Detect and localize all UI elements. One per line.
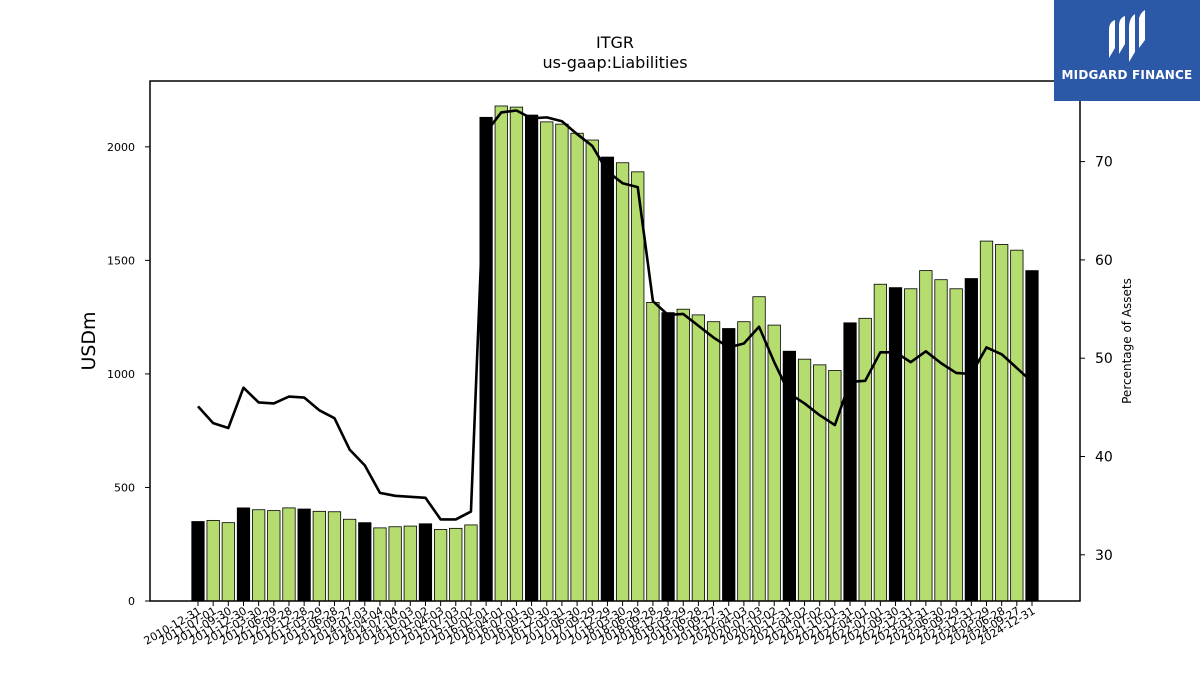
bar-2021-10-01 xyxy=(828,370,842,602)
bar-2024-06-28 xyxy=(995,244,1009,602)
y-axis-label: USDm xyxy=(78,311,100,370)
bar-2018-03-30 xyxy=(615,162,630,602)
y2-tick-label: 70 xyxy=(1095,155,1113,171)
bar-2015-01-02 xyxy=(418,523,433,602)
bar-2014-04-04 xyxy=(373,527,387,602)
midgard-logo-icon xyxy=(1109,10,1145,62)
bar-2021-12-31 xyxy=(843,322,857,602)
bar-2016-12-30 xyxy=(540,121,554,602)
chart-title: ITGR xyxy=(596,33,634,52)
bar-2022-07-01 xyxy=(873,283,887,602)
bar-2020-04-03 xyxy=(737,321,751,602)
y2-tick-label: 30 xyxy=(1095,548,1113,564)
y2-axis: 30 40 50 60 70 xyxy=(1080,155,1113,564)
bar-2017-12-29 xyxy=(600,156,615,602)
bar-2015-04-03 xyxy=(433,529,448,602)
y-tick-label: 0 xyxy=(128,595,135,608)
bar-2022-12-31 xyxy=(904,288,918,602)
bar-2016-04-01 xyxy=(494,105,508,602)
bar-2018-12-28 xyxy=(661,312,675,602)
y-tick-label: 500 xyxy=(114,481,135,494)
y2-tick-label: 40 xyxy=(1095,450,1113,466)
bar-2012-03-30 xyxy=(252,509,266,602)
bar-2012-09-28 xyxy=(282,507,296,602)
bar-2021-07-02 xyxy=(813,364,827,602)
bar-2021-04-02 xyxy=(797,358,812,602)
bar-2020-12-31 xyxy=(782,350,796,602)
y-axis: 0 500 1000 1500 2000 xyxy=(107,141,150,608)
bar-group xyxy=(191,105,1039,602)
line-layer xyxy=(197,109,1033,521)
bar-2014-07-04 xyxy=(388,526,402,602)
y2-tick-label: 60 xyxy=(1095,253,1113,269)
brand-logo-text: MIDGARD FINANCE xyxy=(1061,68,1193,82)
percentage-of-assets-line xyxy=(197,109,1033,521)
bar-2016-01-01 xyxy=(479,116,493,602)
y2-tick-label: 50 xyxy=(1095,351,1113,367)
bar-2013-09-27 xyxy=(343,518,357,602)
bar-2020-07-03 xyxy=(752,296,766,602)
bar-2011-07-01 xyxy=(206,519,220,602)
x-axis: 2010-12-312011-07-012011-09-302011-12-30… xyxy=(142,601,1038,648)
bar-2017-06-30 xyxy=(570,132,584,602)
bar-2012-12-28 xyxy=(297,508,311,602)
bar-2023-12-31 xyxy=(964,278,978,602)
bar-2014-10-03 xyxy=(403,525,417,602)
bar-2013-06-28 xyxy=(327,511,342,602)
y-tick-label: 2000 xyxy=(107,141,135,154)
plot-frame xyxy=(149,80,1081,602)
bar-2019-03-29 xyxy=(676,308,690,602)
bar-2024-03-29 xyxy=(979,240,994,602)
bar-2012-06-29 xyxy=(267,510,281,602)
bar-2019-12-31 xyxy=(722,328,736,602)
chart-subtitle: us-gaap:Liabilities xyxy=(542,53,687,72)
bar-2019-09-27 xyxy=(706,321,721,602)
bar-2024-12-31 xyxy=(1025,270,1039,602)
bar-2020-10-02 xyxy=(767,324,781,602)
bar-2023-03-31 xyxy=(919,270,933,602)
bar-2023-06-30 xyxy=(934,279,948,602)
bar-2019-06-28 xyxy=(691,314,706,602)
brand-logo: MIDGARD FINANCE xyxy=(1054,0,1200,101)
bar-2010-12-31 xyxy=(191,521,205,602)
bar-2016-07-01 xyxy=(509,106,524,602)
bar-2016-09-30 xyxy=(524,114,539,602)
bar-2022-09-30 xyxy=(888,287,903,602)
bar-2024-09-27 xyxy=(1010,249,1024,602)
bar-2018-09-28 xyxy=(646,301,660,602)
bar-2015-07-03 xyxy=(449,527,463,602)
bar-2013-03-29 xyxy=(312,510,326,602)
bar-2017-03-31 xyxy=(555,123,569,602)
bar-2018-06-29 xyxy=(631,171,645,602)
y-tick-label: 1000 xyxy=(107,368,135,381)
bar-2022-04-01 xyxy=(858,317,872,602)
bar-2011-09-30 xyxy=(221,522,235,602)
bar-2014-01-03 xyxy=(358,522,372,602)
y2-axis-label: Percentage of Assets xyxy=(1120,278,1134,404)
y-tick-label: 1500 xyxy=(107,254,135,267)
bar-2023-09-29 xyxy=(949,288,963,602)
bar-2011-12-30 xyxy=(236,507,251,602)
bar-2017-09-29 xyxy=(585,139,599,602)
bar-2015-10-02 xyxy=(464,524,478,602)
